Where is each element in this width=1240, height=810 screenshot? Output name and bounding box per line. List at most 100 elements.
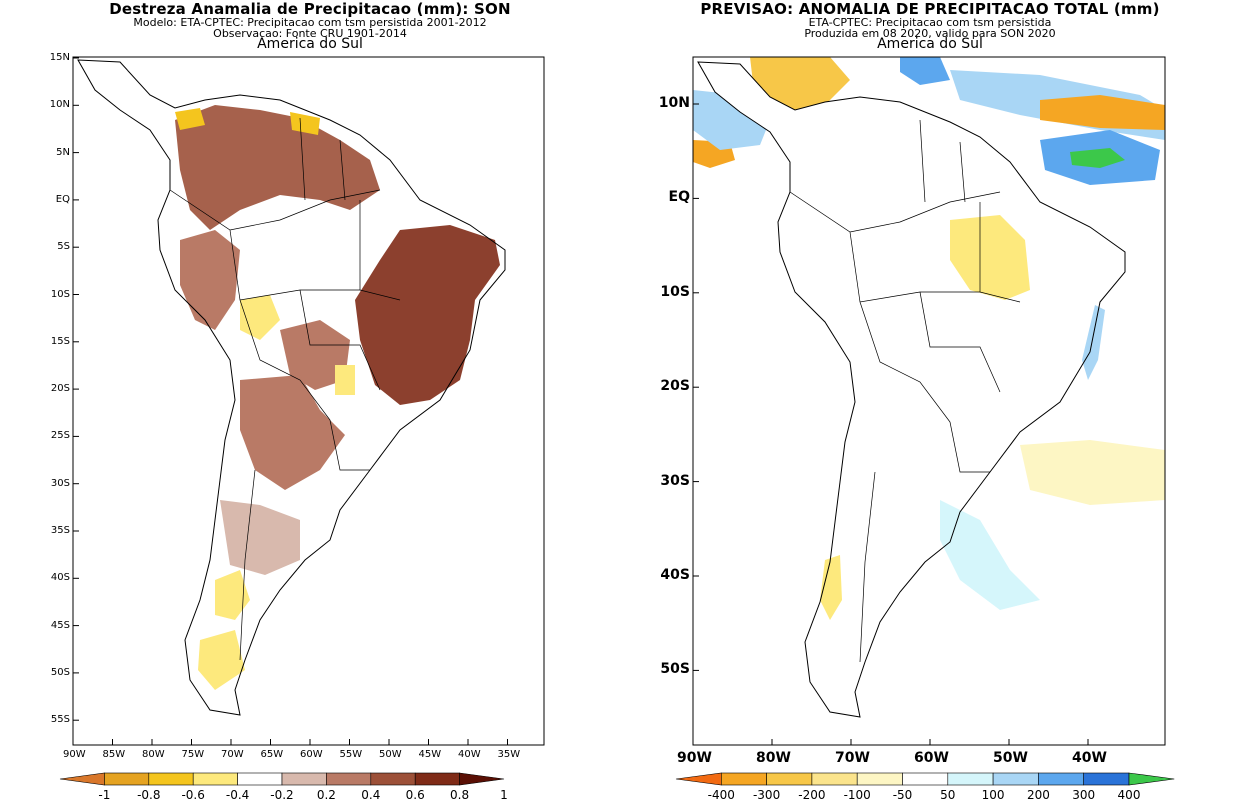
left-coastline	[77, 59, 506, 716]
right-colorbar-segment	[1128, 772, 1175, 786]
left-colorbar-segment	[414, 772, 460, 786]
left-lat-label: 30S	[50, 477, 70, 489]
left-lat-label: 10S	[50, 288, 70, 300]
left-lat-label: 55S	[50, 714, 70, 726]
right-colorbar-label: -100	[843, 788, 871, 802]
right-map-panel: PREVISAO: ANOMALIA DE PRECIPITACAO TOTAL…	[620, 0, 1240, 802]
right-lat-label: 10S	[660, 283, 690, 300]
right-colorbar	[675, 772, 1175, 786]
left-subtitle-model: Modelo: ETA-CPTEC: Precipitacao com tsm …	[133, 16, 487, 29]
right-lat-label: 20S	[660, 378, 690, 395]
right-lat-label: 30S	[660, 472, 690, 489]
left-lat-label: 5S	[57, 241, 70, 253]
left-lon-label: 45W	[418, 749, 442, 760]
left-lon-label: 60W	[300, 749, 323, 760]
right-map-plot	[692, 56, 1166, 746]
left-lon-label: 55W	[339, 749, 363, 760]
left-lon-label: 90W	[63, 749, 86, 760]
right-colorbar-segment	[856, 772, 903, 786]
left-lat-label: 40S	[50, 572, 70, 584]
left-colorbar-segment	[459, 772, 505, 786]
right-lat-label: 40S	[660, 567, 690, 583]
left-colorbar-segment	[59, 772, 105, 786]
right-lon-label: 50W	[993, 750, 1028, 766]
left-title: Destreza Anamalia de Precipitacao (mm): …	[109, 0, 511, 18]
left-lon-label: 85W	[102, 749, 126, 760]
right-subtitle-issued: Produzida em 08 2020, valido para SON 20…	[804, 27, 1056, 40]
left-colorbar-segment	[370, 772, 416, 786]
right-lat-label: 10N	[658, 95, 690, 111]
right-colorbar-label: 100	[981, 788, 1005, 802]
right-anomaly-field	[693, 57, 1165, 718]
left-brown-north	[175, 105, 380, 230]
right-blue-caribbean	[900, 57, 950, 85]
right-subtitle-model: ETA-CPTEC: Precipitacao com tsm persisti…	[808, 16, 1052, 29]
left-map-panel: Destreza Anamalia de Precipitacao (mm): …	[0, 0, 620, 802]
left-anomaly-field	[77, 59, 506, 716]
right-cyan-east-coast	[1082, 305, 1105, 380]
left-yellow-patches	[198, 295, 355, 690]
right-colorbar-segment	[902, 772, 949, 786]
right-colorbar-label: 300	[1072, 788, 1096, 802]
right-lat-label: 50S	[660, 661, 690, 678]
right-title: PREVISAO: ANOMALIA DE PRECIPITACAO TOTAL…	[700, 0, 1160, 18]
left-colorbar-label: -0.2	[270, 788, 294, 802]
right-coastline	[697, 61, 1126, 718]
left-colorbar-label: 0.2	[316, 788, 336, 802]
left-lat-label: 20S	[50, 383, 70, 395]
left-colorbar-segment	[326, 772, 372, 786]
left-subtitle-observation: Observacao: Fonte CRU 1901-2014	[213, 27, 407, 40]
left-brown-patagonia	[220, 500, 300, 575]
left-colorbar-segment	[237, 772, 283, 786]
left-borders	[169, 117, 401, 661]
left-colorbar-label: 1	[500, 788, 508, 802]
left-lat-label: 35S	[50, 525, 70, 536]
left-brown-andes	[180, 230, 240, 330]
left-axis-ticks	[72, 57, 508, 745]
left-lon-label: 75W	[181, 749, 205, 760]
right-map-frame	[692, 56, 1166, 746]
left-map-frame	[72, 56, 545, 746]
right-colorbar-label: -400	[707, 788, 735, 802]
right-lon-label: 70W	[835, 750, 870, 766]
left-lat-label: 15N	[49, 52, 70, 63]
right-colorbar-segment	[1083, 772, 1130, 786]
left-colorbar	[59, 772, 505, 786]
left-colorbar-segment	[192, 772, 238, 786]
left-lat-label: 5N	[56, 146, 70, 158]
left-map-plot	[72, 56, 545, 746]
left-lon-label: 35W	[497, 749, 521, 760]
right-lon-label: 90W	[677, 750, 712, 766]
left-lat-label: 25S	[50, 430, 70, 442]
right-region-label: America do Sul	[877, 36, 983, 52]
right-green-atlantic-peak	[1070, 148, 1125, 168]
right-yellow-chile-coast	[820, 555, 842, 620]
right-yellow-central-brazil	[950, 215, 1030, 300]
left-lat-label: 10N	[49, 99, 70, 111]
right-colorbar-segment	[766, 772, 813, 786]
right-colorbar-label: -50	[892, 788, 913, 802]
left-colorbar-label: -0.8	[137, 788, 161, 802]
right-cyan-south-atlantic	[940, 500, 1040, 610]
left-colorbar-label: -0.4	[225, 788, 250, 802]
right-colorbar-label: 200	[1026, 788, 1050, 802]
left-title-block: Destreza Anamalia de Precipitacao (mm): …	[60, 0, 560, 52]
right-orange-atlantic-north	[1040, 95, 1165, 130]
left-region-label: America do Sul	[257, 36, 363, 52]
left-colorbar-segment	[148, 772, 194, 786]
left-colorbar-label: 0.6	[405, 788, 425, 802]
right-colorbar-label: -300	[752, 788, 781, 802]
left-colorbar-segment	[104, 772, 150, 786]
right-continent-fill	[698, 62, 1125, 717]
right-colorbar-segment	[675, 772, 722, 786]
left-yellow-caribbean	[175, 108, 320, 135]
right-colorbar-segment	[811, 772, 858, 786]
right-lon-label: 40W	[1072, 750, 1107, 766]
right-colorbar-label: -200	[798, 788, 826, 802]
left-lon-label: 50W	[379, 749, 402, 760]
left-lon-label: 40W	[458, 749, 481, 760]
left-lon-label: 80W	[142, 749, 165, 760]
left-lon-label: 65W	[260, 749, 284, 760]
left-colorbar-label: 0.4	[361, 788, 381, 802]
left-brown-central	[280, 320, 350, 390]
